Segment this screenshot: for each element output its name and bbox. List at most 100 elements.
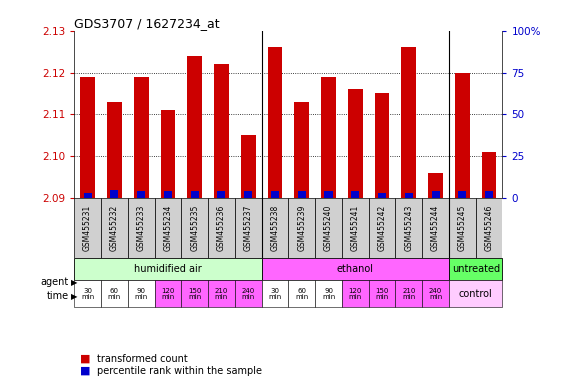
FancyBboxPatch shape [128,280,155,307]
Bar [164,191,172,198]
Bar [214,64,229,198]
Bar [187,56,202,198]
Text: untreated: untreated [452,264,500,274]
Bar [455,73,470,198]
Text: 60
min: 60 min [108,288,121,300]
Bar [134,77,148,198]
Text: GSM455243: GSM455243 [404,205,413,251]
Bar [218,191,226,198]
Text: GSM455235: GSM455235 [190,205,199,251]
Text: 150
min: 150 min [188,288,202,300]
FancyBboxPatch shape [182,198,208,258]
Text: ethanol: ethanol [337,264,374,274]
Text: 30
min: 30 min [81,288,94,300]
Text: humidified air: humidified air [134,264,202,274]
Bar [432,191,440,198]
FancyBboxPatch shape [395,198,422,258]
FancyBboxPatch shape [449,280,502,307]
Bar [324,191,332,198]
Text: time: time [46,291,69,301]
Text: GSM455239: GSM455239 [297,205,306,251]
Bar [271,191,279,198]
Text: ▶: ▶ [71,278,78,287]
Text: ■: ■ [80,366,90,376]
Text: percentile rank within the sample: percentile rank within the sample [97,366,262,376]
Text: GSM455237: GSM455237 [244,205,253,251]
FancyBboxPatch shape [262,198,288,258]
FancyBboxPatch shape [315,198,342,258]
FancyBboxPatch shape [369,280,395,307]
Bar [428,173,443,198]
Text: GSM455246: GSM455246 [485,205,493,251]
Text: GSM455232: GSM455232 [110,205,119,251]
Bar [137,191,145,198]
Bar [244,191,252,198]
Text: 210
min: 210 min [215,288,228,300]
FancyBboxPatch shape [449,258,502,280]
Text: GDS3707 / 1627234_at: GDS3707 / 1627234_at [74,17,220,30]
FancyBboxPatch shape [208,198,235,258]
Text: GSM455231: GSM455231 [83,205,92,251]
Text: GSM455233: GSM455233 [136,205,146,251]
Text: 120
min: 120 min [348,288,362,300]
Bar [241,135,256,198]
FancyBboxPatch shape [369,198,395,258]
FancyBboxPatch shape [315,280,342,307]
Bar [378,192,386,198]
FancyBboxPatch shape [155,198,182,258]
Text: 150
min: 150 min [375,288,389,300]
Text: GSM455238: GSM455238 [271,205,279,251]
FancyBboxPatch shape [288,280,315,307]
FancyBboxPatch shape [422,280,449,307]
Bar [268,48,282,198]
Text: 30
min: 30 min [268,288,282,300]
Text: GSM455236: GSM455236 [217,205,226,251]
Text: GSM455234: GSM455234 [163,205,172,251]
FancyBboxPatch shape [342,198,369,258]
FancyBboxPatch shape [155,280,182,307]
Bar [191,191,199,198]
Bar [375,93,389,198]
FancyBboxPatch shape [101,280,128,307]
Text: 90
min: 90 min [322,288,335,300]
Text: 210
min: 210 min [402,288,416,300]
Bar [160,110,175,198]
Text: GSM455240: GSM455240 [324,205,333,251]
FancyBboxPatch shape [262,280,288,307]
Bar [83,192,92,198]
FancyBboxPatch shape [74,258,262,280]
Text: ▶: ▶ [71,292,78,301]
Bar [405,192,413,198]
Bar [459,191,467,198]
Bar [351,191,359,198]
Text: GSM455244: GSM455244 [431,205,440,251]
FancyBboxPatch shape [422,198,449,258]
Bar [81,77,95,198]
Bar [485,191,493,198]
FancyBboxPatch shape [208,280,235,307]
Bar [297,191,306,198]
FancyBboxPatch shape [342,280,369,307]
FancyBboxPatch shape [449,198,476,258]
Text: 240
min: 240 min [242,288,255,300]
FancyBboxPatch shape [288,198,315,258]
FancyBboxPatch shape [395,280,422,307]
Text: GSM455242: GSM455242 [377,205,387,251]
FancyBboxPatch shape [262,258,449,280]
FancyBboxPatch shape [128,198,155,258]
Bar [482,152,496,198]
FancyBboxPatch shape [235,198,262,258]
FancyBboxPatch shape [235,280,262,307]
Text: 90
min: 90 min [135,288,148,300]
Bar [295,102,309,198]
Text: 240
min: 240 min [429,288,442,300]
Bar [348,89,363,198]
FancyBboxPatch shape [101,198,128,258]
FancyBboxPatch shape [74,198,101,258]
Text: GSM455245: GSM455245 [458,205,467,251]
Bar [321,77,336,198]
Text: control: control [459,289,493,299]
Text: 120
min: 120 min [161,288,175,300]
FancyBboxPatch shape [476,198,502,258]
FancyBboxPatch shape [74,280,101,307]
